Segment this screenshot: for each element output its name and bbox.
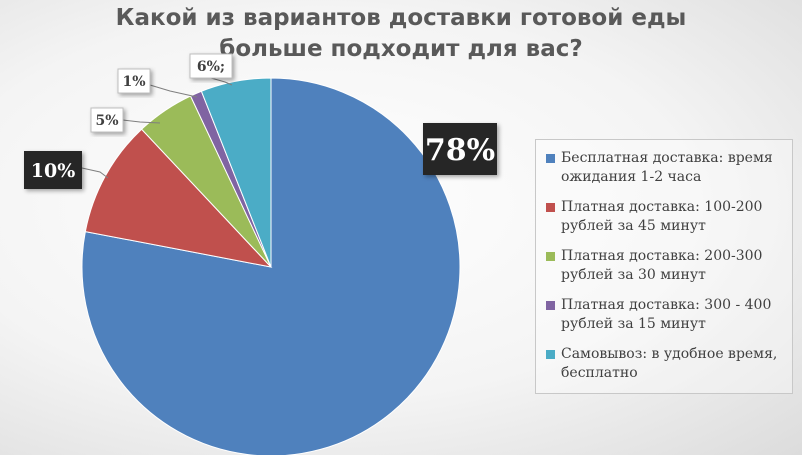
data-label-text-3: 1% [122,74,145,90]
data-label-2: 5% [90,107,124,133]
legend-label-0: Бесплатная доставка: время ожидания 1-2 … [561,150,773,185]
data-label-box-4 [189,53,233,79]
chart-title: Какой из вариантов доставки готовой еды … [0,0,802,65]
leader-line-1 [81,167,109,179]
legend-label-4: Самовывоз: в удобное время, бесплатно [561,346,778,381]
data-label-0: 78% [423,123,497,175]
data-label-3: 1% [117,68,151,94]
data-label-box-0 [423,123,497,175]
leader-line-3 [149,84,198,98]
legend-item-0: Бесплатная доставка: время ожидания 1-2 … [546,149,786,198]
data-label-box-3 [117,68,151,94]
data-label-box-1 [24,151,82,189]
chart-legend: Бесплатная доставка: время ожидания 1-2 … [535,139,793,394]
data-label-text-2: 5% [95,113,118,129]
data-label-text-0: 78% [425,133,495,168]
legend-swatch-0 [546,154,555,163]
legend-swatch-1 [546,203,555,212]
chart-title-line-2: больше подходит для вас? [219,36,583,62]
legend-label-1: Платная доставка: 100-200 рублей за 45 м… [561,199,763,234]
legend-label-2: Платная доставка: 200-300 рублей за 30 м… [561,248,763,283]
legend-item-2: Платная доставка: 200-300 рублей за 30 м… [546,247,786,296]
legend-swatch-3 [546,301,555,310]
legend-item-1: Платная доставка: 100-200 рублей за 45 м… [546,198,786,247]
leader-line-2 [122,119,161,124]
data-label-1: 10% [24,151,82,189]
legend-item-4: Самовывоз: в удобное время, бесплатно [546,345,786,394]
data-label-4: 6%; [189,53,233,79]
legend-label-3: Платная доставка: 300 - 400 рублей за 15… [561,297,772,332]
pie-slice-4 [200,77,272,268]
data-label-text-1: 10% [31,160,76,182]
legend-item-3: Платная доставка: 300 - 400 рублей за 15… [546,296,786,345]
legend-swatch-4 [546,350,555,359]
chart-title-line-1: Какой из вариантов доставки готовой еды [115,5,687,31]
legend-swatch-2 [546,252,555,261]
data-label-box-2 [90,107,124,133]
leader-line-4 [210,77,233,86]
data-label-text-4: 6%; [197,59,225,75]
